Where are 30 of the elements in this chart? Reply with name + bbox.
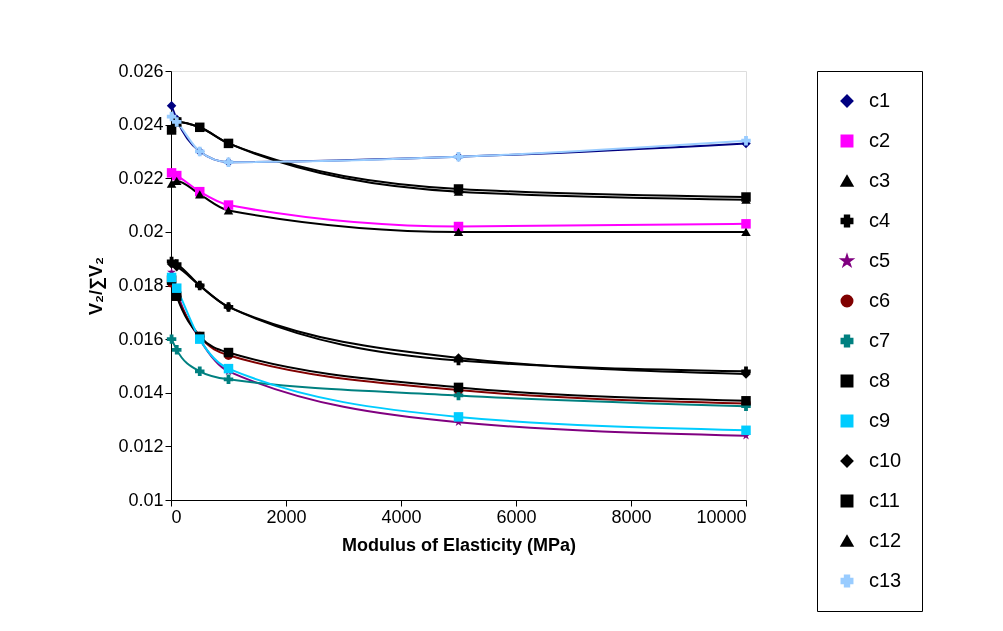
x-tick-label: 0 <box>171 506 182 527</box>
y-tick-label: 0.016 <box>118 328 164 349</box>
legend-label: c2 <box>869 129 891 151</box>
y-tick-label: 0.01 <box>128 489 164 510</box>
legend-label: c6 <box>869 289 891 311</box>
legend-label: c8 <box>869 369 891 391</box>
legend-label: c4 <box>869 209 891 231</box>
x-tick-label: 8000 <box>611 506 652 527</box>
y-tick-label: 0.026 <box>118 60 164 81</box>
legend-label: c12 <box>869 529 902 551</box>
legend-label: c11 <box>869 489 900 511</box>
y-tick-label: 0.02 <box>128 221 164 242</box>
y-tick-label: 0.014 <box>118 382 164 403</box>
legend-label: c7 <box>869 329 891 351</box>
y-tick-label: 0.012 <box>118 435 164 456</box>
x-tick-label: 4000 <box>381 506 422 527</box>
legend-label: c3 <box>869 169 891 191</box>
x-tick-label: 6000 <box>496 506 537 527</box>
legend-label: c1 <box>869 89 891 111</box>
y-tick-label: 0.018 <box>118 275 164 295</box>
legend-label: c10 <box>869 449 902 471</box>
x-axis-title: Modulus of Elasticity (MPa) <box>341 534 577 555</box>
y-axis-title: V₂/∑V₂ <box>86 257 107 315</box>
x-tick-label: 2000 <box>266 506 307 527</box>
y-tick-label: 0.024 <box>118 114 164 135</box>
legend-label: c5 <box>869 249 891 271</box>
y-tick-label: 0.022 <box>118 167 164 188</box>
x-tick-label: 10000 <box>696 506 747 527</box>
legend-label: c13 <box>869 569 902 591</box>
legend-label: c9 <box>869 409 891 431</box>
